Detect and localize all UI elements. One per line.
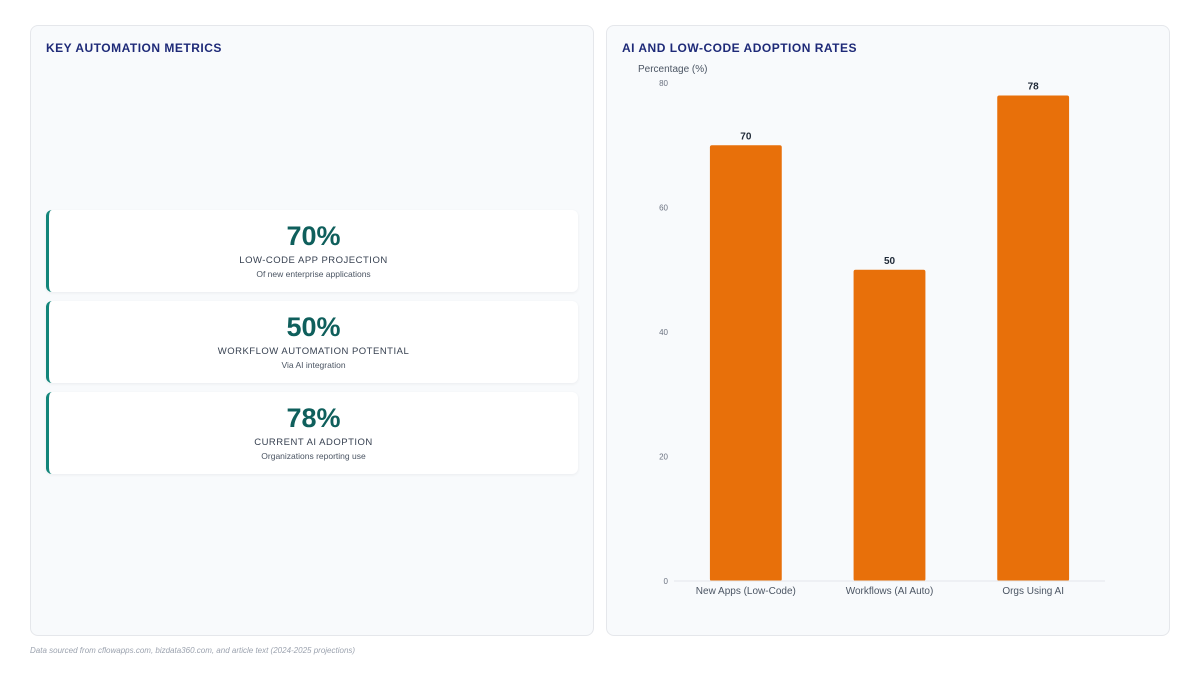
bar-chart: Percentage (%) 0 20 40 60 80 70 50 78 New Apps… xyxy=(638,64,1105,597)
data-labels-group: 70 50 78 xyxy=(740,81,1039,266)
metrics-list: 70% LOW-CODE APP PROJECTION Of new enter… xyxy=(46,210,578,483)
bar-value-label: 70 xyxy=(740,131,752,142)
x-axis-ticks: New Apps (Low-Code) Workflows (AI Auto) Or… xyxy=(696,586,1064,597)
metric-value: 70% xyxy=(286,221,341,251)
y-tick-label: 40 xyxy=(659,328,668,337)
bar xyxy=(709,145,782,581)
key-metrics-panel: KEY AUTOMATION METRICS 70% LOW-CODE APP … xyxy=(30,25,594,636)
metric-value: 78% xyxy=(286,403,341,433)
bar-value-label: 78 xyxy=(1028,81,1040,92)
metric-card-low-code: 70% LOW-CODE APP PROJECTION Of new enter… xyxy=(46,210,578,292)
metric-card-ai-adoption: 78% CURRENT AI ADOPTION Organizations re… xyxy=(46,392,578,474)
bar xyxy=(997,95,1070,581)
bar-value-label: 50 xyxy=(884,256,896,267)
y-tick-label: 0 xyxy=(664,577,669,586)
source-footnote: Data sourced from cflowapps.com, bizdata… xyxy=(30,646,356,655)
metric-subtext: Of new enterprise applications xyxy=(256,269,371,279)
metric-label: LOW-CODE APP PROJECTION xyxy=(239,255,388,266)
x-tick-label: Workflows (AI Auto) xyxy=(846,586,934,597)
key-metrics-title: KEY AUTOMATION METRICS xyxy=(46,41,222,55)
metric-subtext: Organizations reporting use xyxy=(261,451,366,461)
y-tick-label: 20 xyxy=(659,453,668,462)
y-tick-label: 80 xyxy=(659,79,668,88)
metric-card-workflow: 50% WORKFLOW AUTOMATION POTENTIAL Via AI… xyxy=(46,301,578,383)
metric-value: 50% xyxy=(286,312,341,342)
bar xyxy=(853,269,926,581)
y-axis-ticks: 0 20 40 60 80 xyxy=(659,79,668,586)
chart-container: Percentage (%) 0 20 40 60 80 70 50 78 New Apps… xyxy=(607,26,1171,637)
y-axis-title: Percentage (%) xyxy=(638,64,707,75)
x-tick-label: Orgs Using AI xyxy=(1002,586,1064,597)
x-tick-label: New Apps (Low-Code) xyxy=(696,586,796,597)
bars-group xyxy=(709,95,1070,581)
metric-label: WORKFLOW AUTOMATION POTENTIAL xyxy=(217,346,410,357)
chart-title: AI AND LOW-CODE ADOPTION RATES xyxy=(622,41,857,55)
y-tick-label: 60 xyxy=(659,204,668,213)
metric-subtext: Via AI integration xyxy=(281,360,346,370)
metric-label: CURRENT AI ADOPTION xyxy=(254,437,373,448)
adoption-chart-panel: AI AND LOW-CODE ADOPTION RATES Percentag… xyxy=(606,25,1170,636)
